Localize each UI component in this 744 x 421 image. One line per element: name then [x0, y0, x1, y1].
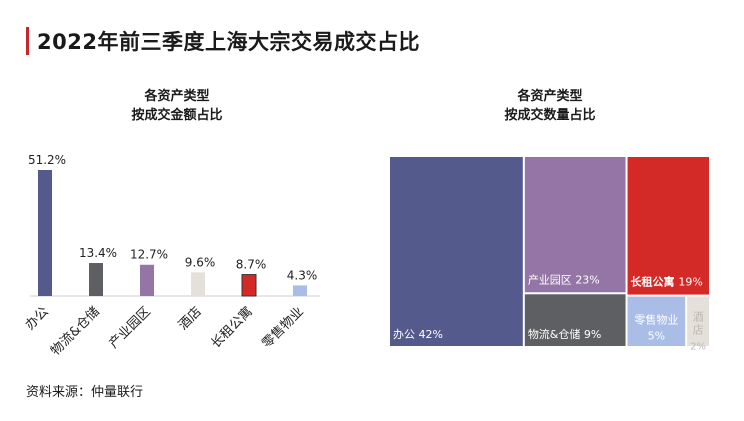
treemap-cell-2 — [627, 157, 709, 295]
treemap-subtitle-line-1: 各资产类型 — [517, 89, 583, 104]
bar-1 — [89, 263, 103, 296]
treemap-cell-3 — [524, 294, 626, 346]
bar-chart-subtitle-line-1: 各资产类型 — [144, 89, 210, 104]
treemap-label-3: 物流&仓储 9% — [528, 327, 602, 341]
source-note: 资料来源：仲量联行 — [26, 385, 144, 400]
treemap-label-name-4: 零售物业 — [634, 313, 678, 327]
bar-value-label-2: 12.7% — [130, 248, 168, 262]
bar-2 — [140, 264, 154, 296]
bar-chart-subtitle-line-2: 按成交金额占比 — [131, 108, 223, 123]
treemap-cell-1 — [524, 157, 626, 293]
treemap-label-1: 产业园区 23% — [528, 272, 600, 286]
page-title: 2022年前三季度上海大宗交易成交占比 — [37, 30, 420, 54]
treemap-cell-4 — [627, 296, 686, 346]
treemap-label-0: 办公 42% — [393, 328, 443, 341]
treemap-cell-0 — [390, 157, 523, 346]
treemap-label-value-5: 2% — [690, 342, 706, 353]
treemap-subtitle-line-2: 按成交数量占比 — [504, 108, 596, 123]
bar-0 — [38, 170, 52, 296]
bar-5 — [293, 285, 307, 296]
treemap-label-name-5: 酒店 — [693, 311, 704, 337]
bar-value-label-5: 4.3% — [287, 268, 318, 282]
bar-value-label-0: 51.2% — [28, 153, 66, 167]
treemap-cell-5 — [687, 296, 709, 346]
treemap-label-2: 长租公寓 19% — [631, 275, 703, 289]
treemap-subtitle: 各资产类型 按成交数量占比 — [470, 87, 630, 125]
title-accent-bar — [26, 27, 29, 55]
bar-value-label-3: 9.6% — [185, 255, 216, 269]
bar-3 — [191, 272, 205, 296]
bar-4 — [241, 274, 257, 297]
bar-value-label-1: 13.4% — [79, 246, 117, 260]
bar-chart-subtitle: 各资产类型 按成交金额占比 — [97, 87, 257, 125]
bar-value-label-4: 8.7% — [236, 258, 267, 272]
treemap-label-value-4: 5% — [648, 330, 665, 343]
